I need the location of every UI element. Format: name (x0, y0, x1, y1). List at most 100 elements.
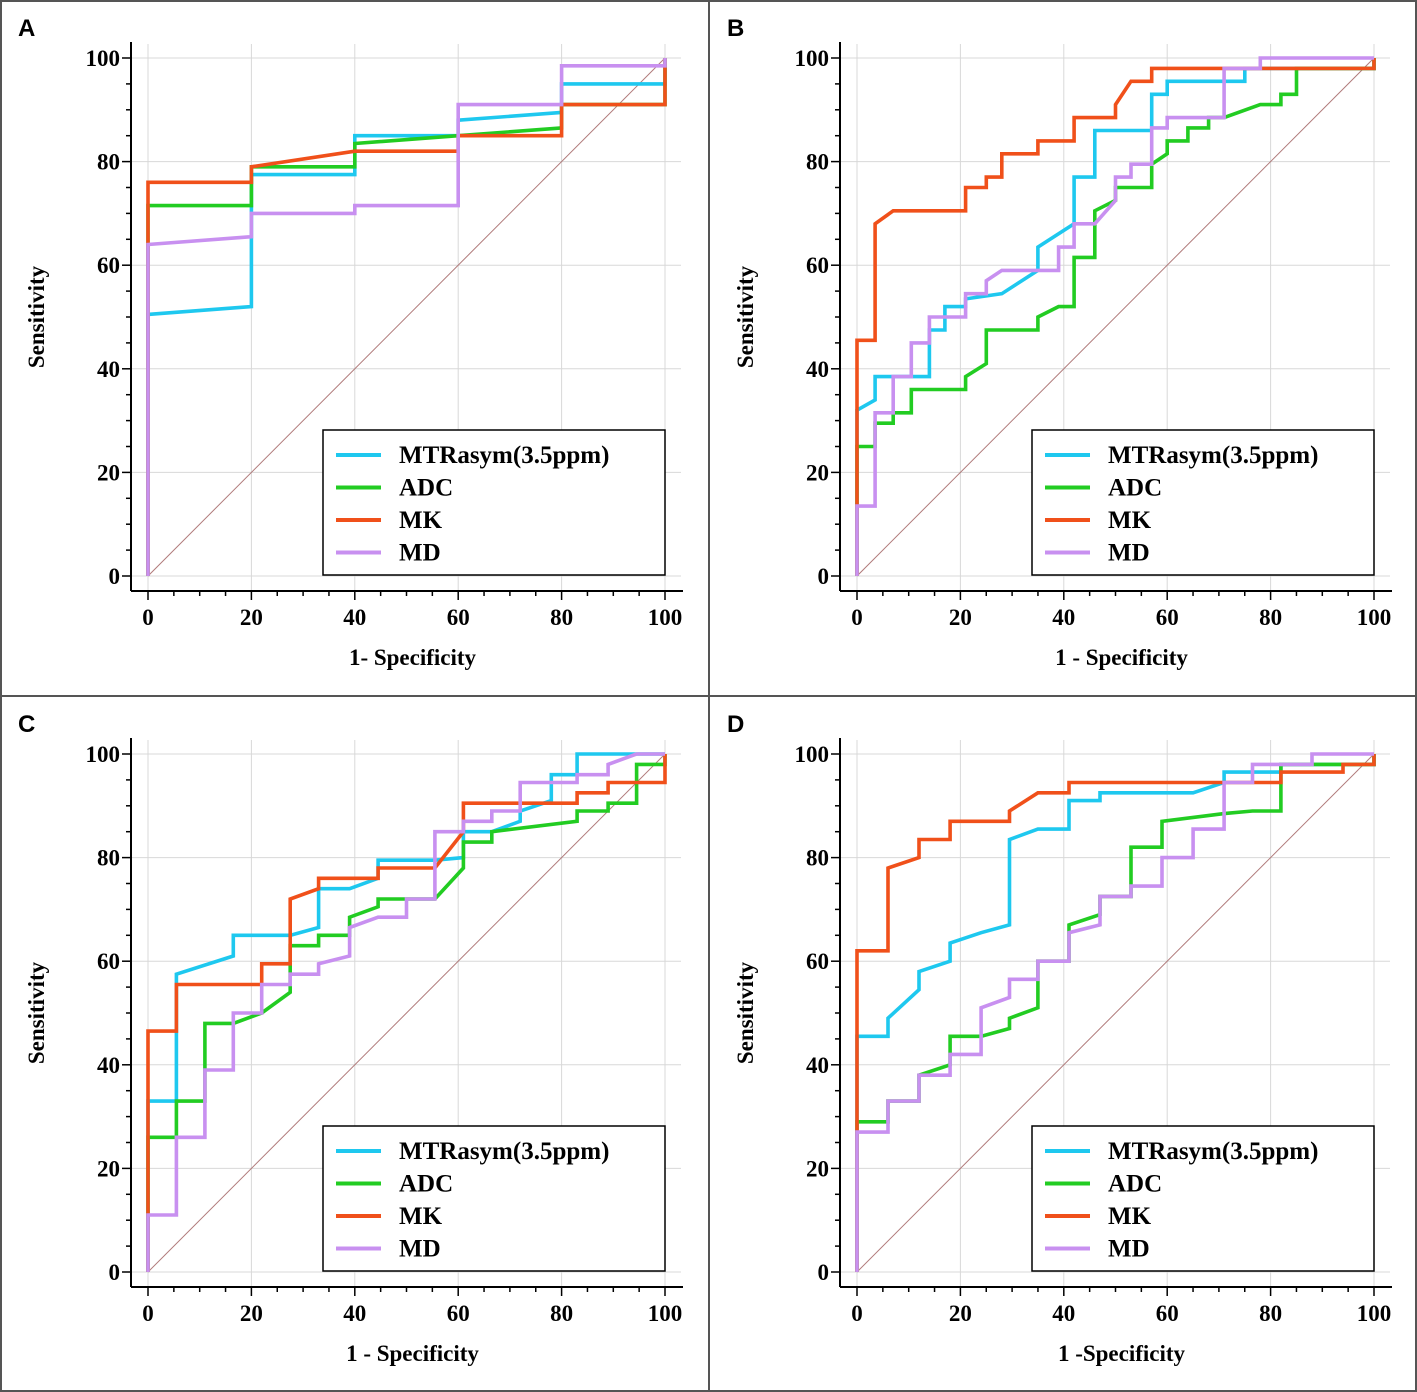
y-tick-label: 40 (97, 357, 120, 382)
y-tick-label: 0 (109, 564, 121, 589)
legend-label: MK (1108, 507, 1152, 534)
y-axis-title: Sensitivity (24, 961, 49, 1064)
x-tick-label: 0 (851, 605, 863, 630)
y-tick-label: 20 (806, 1156, 829, 1181)
legend-label: MD (1108, 1236, 1150, 1263)
y-tick-label: 20 (97, 460, 120, 485)
x-tick-label: 60 (1156, 1301, 1179, 1326)
y-tick-label: 100 (86, 46, 121, 71)
series-line-mk (146, 754, 667, 1272)
x-tick-label: 60 (447, 1301, 470, 1326)
series-line-adc (855, 58, 1376, 576)
series-line-md (855, 56, 1374, 576)
x-tick-label: 40 (343, 1301, 366, 1326)
y-tick-label: 80 (806, 846, 829, 871)
series-line-mtrasym-3-5ppm (146, 752, 665, 1272)
x-tick-label: 20 (949, 1301, 972, 1326)
legend-label: MTRasym(3.5ppm) (1108, 442, 1318, 469)
x-tick-label: 60 (1156, 605, 1179, 630)
y-tick-label: 0 (109, 1260, 121, 1285)
legend-label: MTRasym(3.5ppm) (1108, 1138, 1318, 1165)
y-tick-label: 80 (97, 150, 120, 175)
y-tick-label: 100 (795, 46, 830, 71)
legend-label: MK (399, 1203, 443, 1230)
series-line-mk (855, 58, 1376, 576)
y-tick-label: 100 (795, 742, 830, 767)
x-tick-label: 0 (851, 1301, 863, 1326)
y-tick-label: 40 (806, 357, 829, 382)
legend: MTRasym(3.5ppm) ADC MK MD (1031, 1125, 1375, 1272)
x-tick-label: 100 (648, 605, 683, 630)
series-line-md (146, 58, 667, 576)
legend-label: ADC (399, 475, 453, 502)
legend: MTRasym(3.5ppm) ADC MK MD (322, 429, 666, 576)
x-axis-title: 1- Specificity (349, 645, 477, 670)
y-axis-title: Sensitivity (24, 265, 49, 368)
y-tick-label: 100 (86, 742, 121, 767)
series-line-mtrasym-3-5ppm (146, 58, 667, 576)
panel-letter: C (18, 711, 35, 738)
legend: MTRasym(3.5ppm) ADC MK MD (322, 1125, 666, 1272)
y-tick-label: 60 (97, 949, 120, 974)
reference-diagonal (856, 57, 1375, 577)
y-tick-label: 60 (97, 253, 120, 278)
panel-letter: B (727, 15, 744, 42)
x-tick-label: 0 (142, 605, 154, 630)
x-tick-label: 60 (447, 605, 470, 630)
x-tick-label: 100 (1357, 605, 1392, 630)
panel-letter: A (18, 15, 35, 42)
reference-diagonal (856, 753, 1375, 1273)
y-axis-title: Sensitivity (733, 265, 758, 368)
series-line-mk (855, 754, 1376, 1272)
legend-label: ADC (399, 1171, 453, 1198)
legend-label: MD (1108, 540, 1150, 567)
series-line-md (146, 752, 665, 1272)
legend-label: ADC (1108, 1171, 1162, 1198)
y-tick-label: 80 (806, 150, 829, 175)
panel-d: D 0 20 40 60 80 100 0 20 40 60 80 100 1 -Specificity S… (727, 711, 1392, 1366)
x-axis-title: 1 - Specificity (1055, 645, 1188, 670)
panel-letter: D (727, 711, 744, 738)
x-axis-title: 1 - Specificity (346, 1341, 479, 1366)
legend-label: MTRasym(3.5ppm) (399, 1138, 609, 1165)
x-tick-label: 0 (142, 1301, 154, 1326)
y-axis-title: Sensitivity (733, 961, 758, 1064)
reference-diagonal (147, 57, 666, 577)
legend-label: ADC (1108, 475, 1162, 502)
y-tick-label: 80 (97, 846, 120, 871)
legend-label: MK (399, 507, 443, 534)
y-tick-label: 0 (818, 1260, 830, 1285)
y-tick-label: 60 (806, 253, 829, 278)
panel-a: A 0 20 40 60 80 100 0 20 40 60 80 100 1- Specificity S… (18, 15, 683, 670)
x-tick-label: 20 (240, 1301, 263, 1326)
series-line-md (855, 752, 1374, 1272)
legend: MTRasym(3.5ppm) ADC MK MD (1031, 429, 1375, 576)
y-tick-label: 20 (97, 1156, 120, 1181)
y-tick-label: 40 (806, 1053, 829, 1078)
reference-diagonal (147, 753, 666, 1273)
series-line-adc (146, 754, 667, 1272)
y-tick-label: 20 (806, 460, 829, 485)
x-tick-label: 20 (949, 605, 972, 630)
x-tick-label: 40 (343, 605, 366, 630)
panel-c: C 0 20 40 60 80 100 0 20 40 60 80 100 1 - Specificity… (18, 711, 683, 1366)
x-tick-label: 40 (1052, 1301, 1075, 1326)
panel-b: B 0 20 40 60 80 100 0 20 40 60 80 100 1 - Specificity… (727, 15, 1392, 670)
legend-label: MK (1108, 1203, 1152, 1230)
x-tick-label: 80 (1259, 605, 1282, 630)
y-tick-label: 40 (97, 1053, 120, 1078)
y-tick-label: 60 (806, 949, 829, 974)
x-tick-label: 20 (240, 605, 263, 630)
x-tick-label: 80 (550, 605, 573, 630)
x-axis-title: 1 -Specificity (1058, 1341, 1186, 1366)
y-tick-label: 0 (818, 564, 830, 589)
x-tick-label: 80 (1259, 1301, 1282, 1326)
legend-label: MTRasym(3.5ppm) (399, 442, 609, 469)
x-tick-label: 100 (1357, 1301, 1392, 1326)
x-tick-label: 80 (550, 1301, 573, 1326)
x-tick-label: 40 (1052, 605, 1075, 630)
legend-label: MD (399, 1236, 441, 1263)
legend-label: MD (399, 540, 441, 567)
